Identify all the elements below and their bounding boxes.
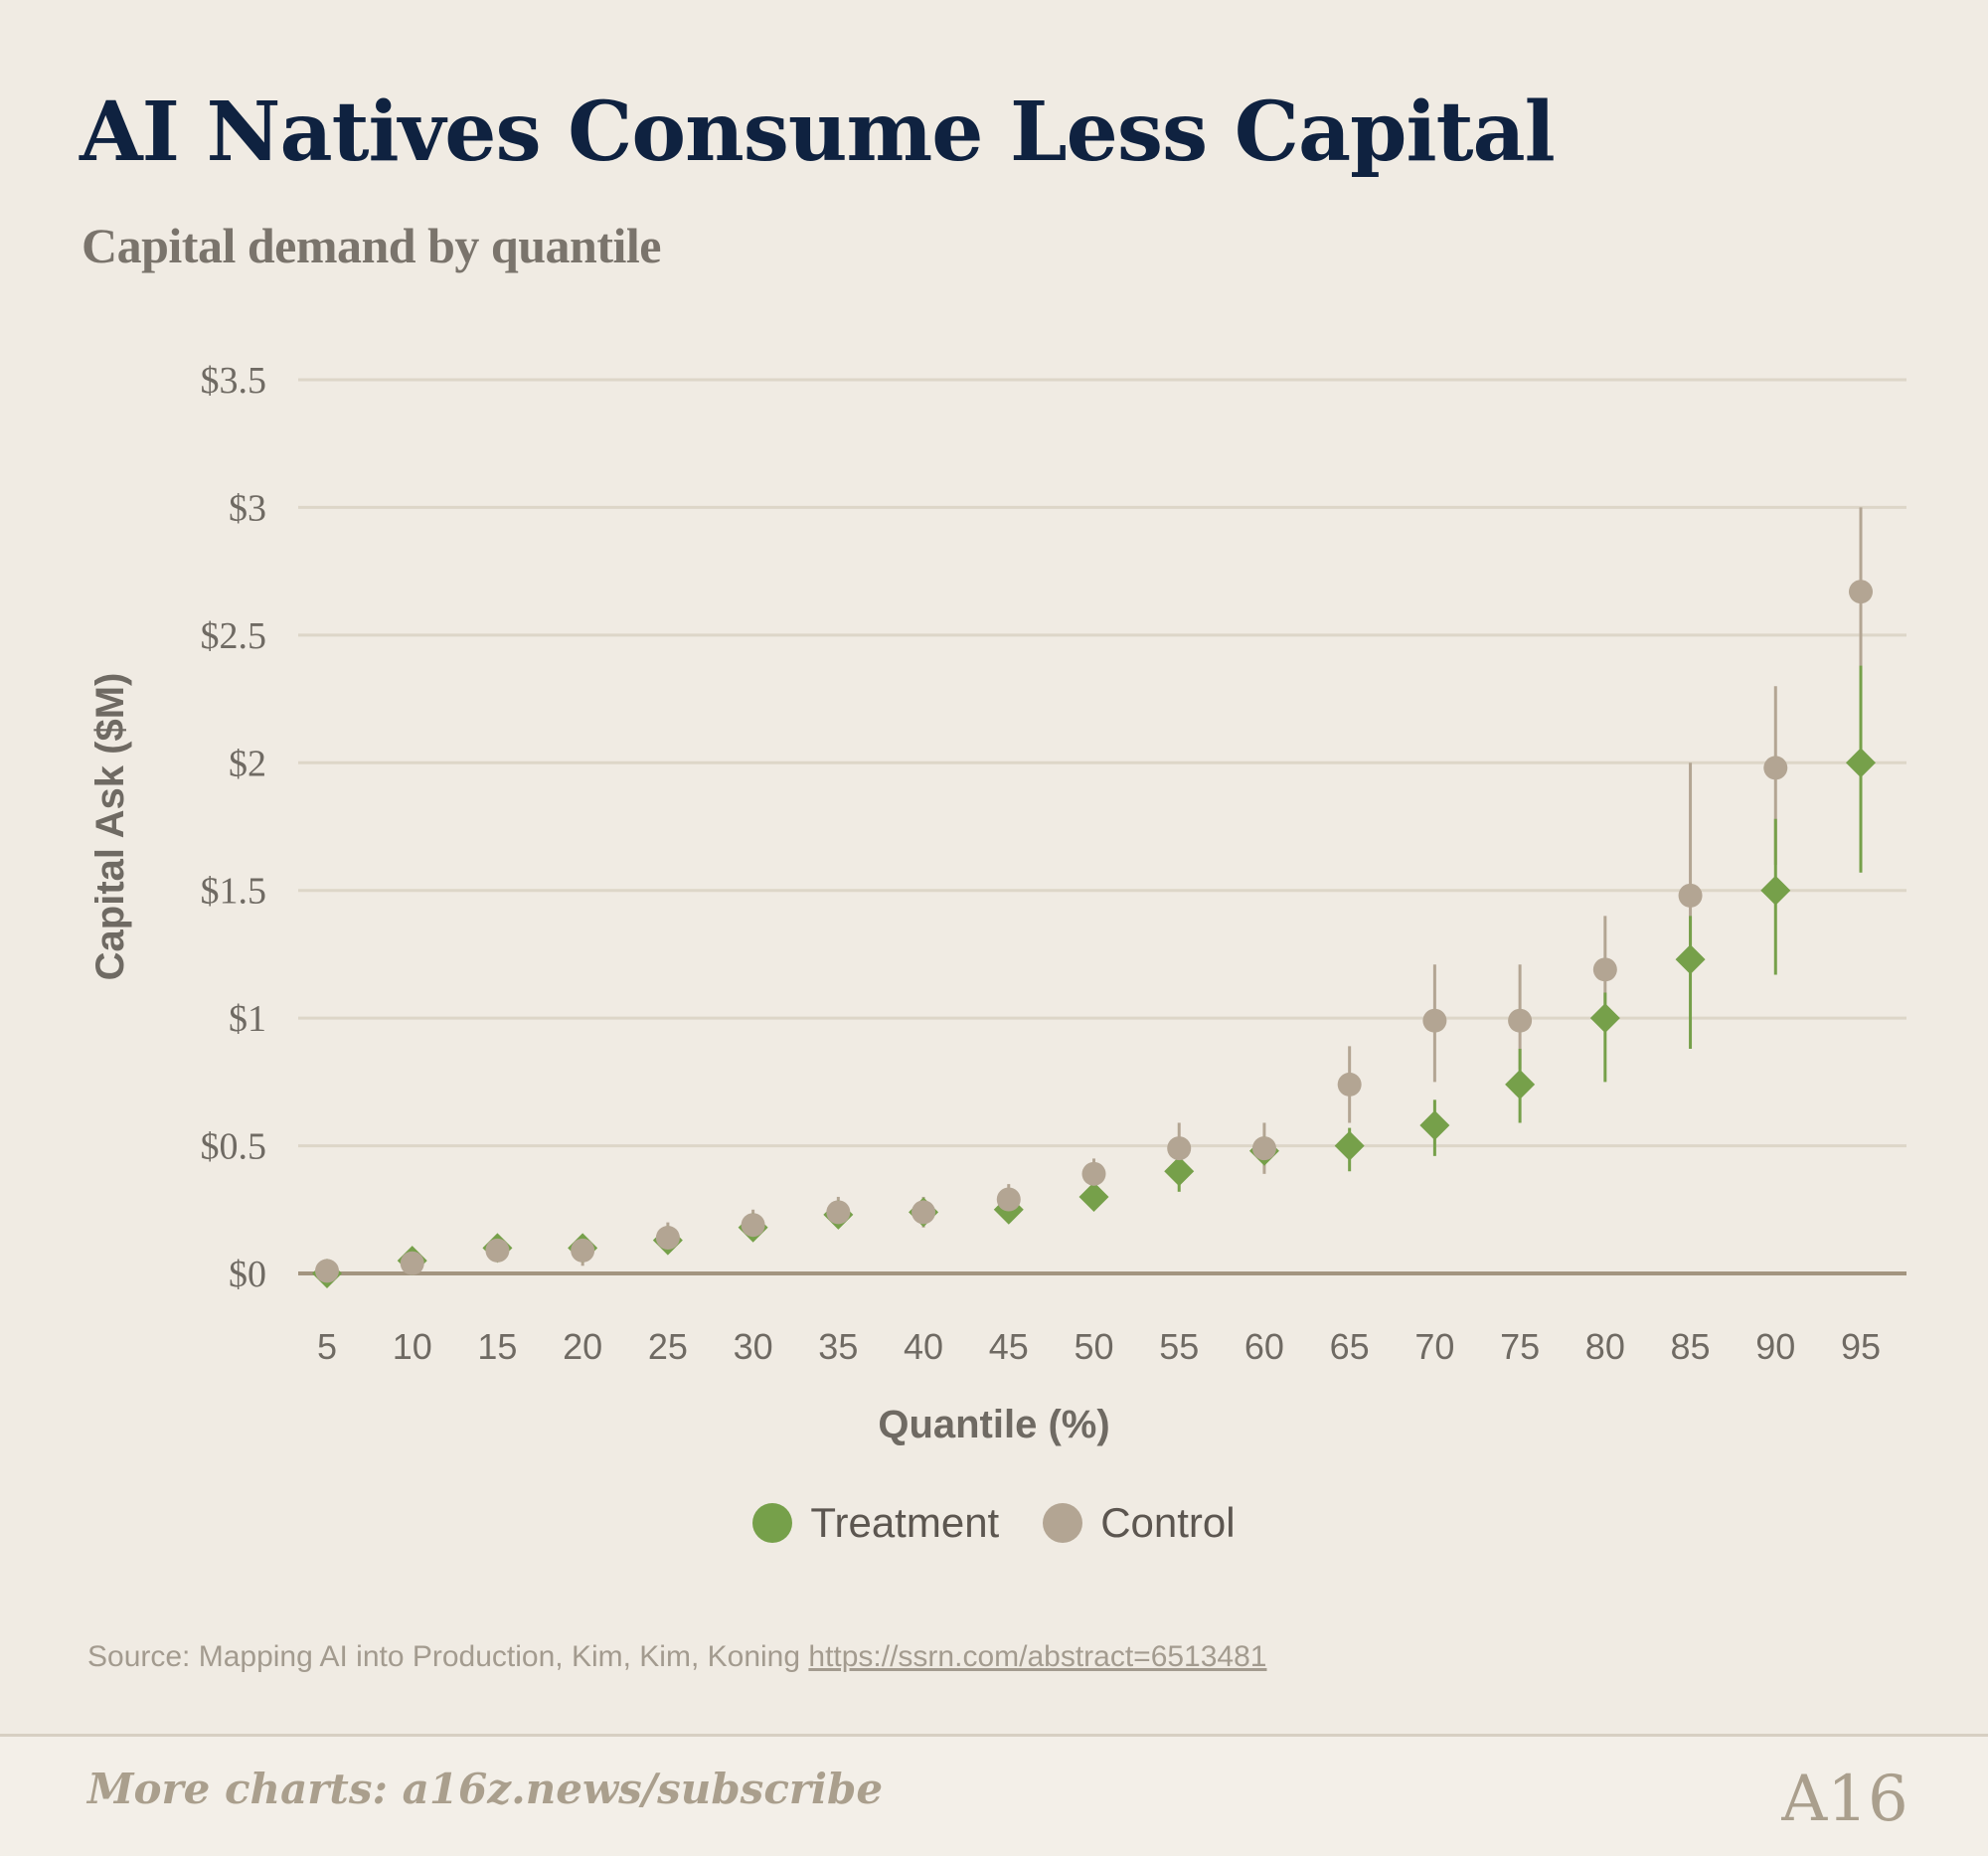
x-tick-label: 55 <box>1159 1326 1199 1367</box>
treatment-point <box>1419 1110 1450 1141</box>
source-note: Source: Mapping AI into Production, Kim,… <box>87 1640 1266 1674</box>
scatter-chart: $0 $0.5 $1 $1.5 $2 $2.5 $3 $3.5 5 10 15 20 25 30 35 40 4… <box>88 360 1906 1446</box>
legend-label-control: Control <box>1100 1499 1236 1546</box>
y-tick-label: $0 <box>229 1254 266 1295</box>
y-tick-label: $2 <box>229 743 266 784</box>
treatment-point <box>1846 748 1876 778</box>
treatment-point <box>1334 1130 1365 1161</box>
y-tick-label: $2.5 <box>201 615 267 657</box>
treatment-point <box>1675 944 1706 975</box>
x-tick-label: 5 <box>317 1326 337 1367</box>
footer-bar: More charts: a16z.news/subscribe A16Z <box>0 1734 1988 1856</box>
x-tick-label: 95 <box>1841 1326 1881 1367</box>
control-point <box>1763 756 1788 780</box>
treatment-point <box>1589 1003 1620 1034</box>
x-tick-label: 60 <box>1244 1326 1284 1367</box>
control-point <box>1592 957 1617 982</box>
x-tick-label: 90 <box>1755 1326 1795 1367</box>
x-axis-title: Quantile (%) <box>878 1403 1109 1446</box>
treatment-point <box>1505 1069 1536 1099</box>
control-point <box>485 1238 510 1263</box>
x-tick-label: 10 <box>393 1326 432 1367</box>
treatment-point <box>1760 875 1791 906</box>
legend-label-treatment: Treatment <box>810 1499 1000 1546</box>
x-tick-label: 65 <box>1330 1326 1370 1367</box>
chart-subtitle: Capital demand by quantile <box>82 218 661 273</box>
control-point <box>655 1226 680 1251</box>
control-point <box>1251 1136 1276 1161</box>
y-tick-label: $1 <box>229 998 266 1040</box>
logo-mark: A16Z <box>1781 1763 1910 1836</box>
control-point <box>1081 1161 1106 1186</box>
x-tick-label: 85 <box>1671 1326 1711 1367</box>
control-point <box>1167 1136 1192 1161</box>
legend-item-control: Control <box>1043 1499 1236 1547</box>
x-tick-label: 75 <box>1500 1326 1540 1367</box>
y-tick-label: $1.5 <box>201 871 267 913</box>
x-tick-label: 20 <box>563 1326 602 1367</box>
x-tick-label: 15 <box>477 1326 517 1367</box>
chart-title: AI Natives Consume Less Capital <box>80 84 1556 180</box>
legend-item-treatment: Treatment <box>752 1499 999 1547</box>
control-point <box>826 1200 851 1225</box>
control-point <box>1422 1008 1447 1033</box>
y-tick-label: $3 <box>229 487 266 529</box>
treatment-swatch <box>752 1503 793 1543</box>
x-tick-label: 80 <box>1585 1326 1625 1367</box>
control-point <box>996 1187 1021 1212</box>
subscribe-link[interactable]: More charts: a16z.news/subscribe <box>87 1765 884 1813</box>
control-point <box>1849 580 1873 604</box>
control-point <box>315 1259 339 1283</box>
treatment-point <box>1078 1181 1109 1212</box>
x-tick-label: 30 <box>734 1326 773 1367</box>
x-tick-label: 70 <box>1414 1326 1454 1367</box>
y-axis-title: Capital Ask ($M) <box>88 673 132 981</box>
x-tick-label: 50 <box>1074 1326 1113 1367</box>
control-point <box>400 1251 424 1275</box>
control-point <box>741 1213 765 1238</box>
control-point <box>1337 1072 1362 1097</box>
treatment-point <box>1164 1156 1195 1187</box>
control-swatch <box>1043 1503 1083 1543</box>
control-point <box>1678 883 1703 908</box>
x-tick-label: 45 <box>989 1326 1029 1367</box>
a16z-logo: A16Z <box>1781 1763 1910 1836</box>
chart-legend: Treatment Control <box>0 1499 1988 1547</box>
x-tick-label: 40 <box>904 1326 943 1367</box>
y-tick-label: $3.5 <box>201 360 267 402</box>
control-point <box>1508 1008 1533 1033</box>
source-text: Source: Mapping AI into Production, Kim,… <box>87 1640 801 1673</box>
control-point <box>911 1200 936 1225</box>
x-tick-label: 35 <box>818 1326 858 1367</box>
x-tick-label: 25 <box>648 1326 688 1367</box>
source-link[interactable]: https://ssrn.com/abstract=6513481 <box>808 1640 1267 1673</box>
y-tick-label: $0.5 <box>201 1126 267 1168</box>
control-point <box>571 1238 595 1263</box>
